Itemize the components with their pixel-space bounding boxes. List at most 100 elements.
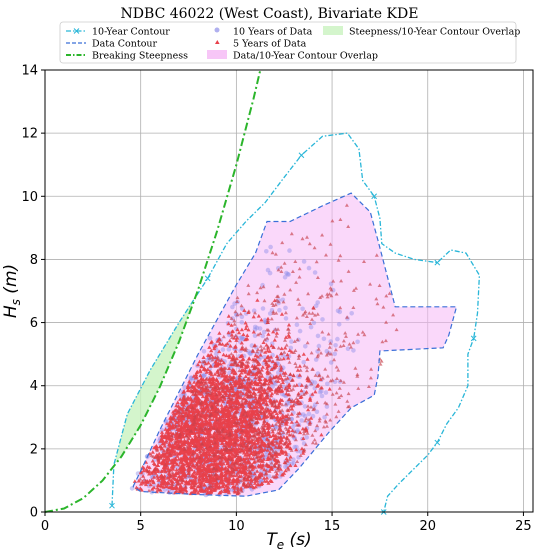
data-point-5yr (147, 471, 152, 476)
data-point-5yr (228, 405, 233, 409)
data-point-5yr (238, 354, 243, 359)
data-point-5yr (210, 358, 215, 362)
data-point-5yr (209, 348, 214, 353)
data-point-5yr (187, 381, 193, 385)
data-point-10yr (239, 314, 245, 320)
data-point-5yr (280, 413, 285, 417)
data-point-5yr (194, 471, 199, 476)
data-point-10yr (319, 389, 324, 394)
data-point-10yr (337, 309, 343, 315)
data-point-10yr (322, 415, 327, 420)
data-point-5yr (255, 455, 259, 460)
data-point-5yr (293, 259, 298, 263)
data-point-5yr (269, 367, 274, 371)
data-point-5yr (231, 354, 236, 358)
data-point-5yr (197, 451, 202, 455)
data-point-5yr (215, 355, 220, 359)
data-point-5yr (299, 394, 304, 399)
data-point-5yr (280, 408, 285, 412)
data-point-5yr (199, 462, 204, 466)
data-point-5yr (181, 410, 187, 414)
data-point-5yr (234, 410, 239, 415)
data-point-5yr (216, 422, 221, 427)
data-point-5yr (180, 473, 185, 478)
data-point-5yr (208, 389, 213, 393)
data-point-5yr (257, 389, 262, 393)
data-point-5yr (188, 395, 193, 400)
data-point-5yr (297, 302, 302, 306)
data-point-5yr (338, 305, 343, 310)
data-point-10yr (283, 316, 289, 321)
data-point-5yr (233, 309, 238, 314)
data-point-5yr (182, 447, 187, 451)
data-point-5yr (170, 486, 175, 491)
data-point-5yr (262, 377, 267, 381)
data-point-10yr (345, 346, 351, 352)
legend-box (59, 21, 517, 64)
data-point-10yr (201, 349, 207, 354)
data-point-5yr (205, 376, 209, 380)
data-point-10yr (266, 474, 272, 479)
data-point-10yr (306, 411, 312, 417)
data-point-10yr (295, 428, 300, 433)
data-point-5yr (179, 424, 184, 429)
data-point-5yr (256, 426, 261, 431)
data-point-5yr (375, 301, 380, 306)
data-point-5yr (285, 352, 290, 357)
data-point-5yr (171, 411, 176, 416)
data-point-5yr (203, 473, 209, 477)
legend-label: 5 Years of Data (233, 39, 307, 50)
data-point-5yr (256, 459, 261, 463)
data-point-5yr (184, 431, 190, 436)
data-point-5yr (201, 439, 206, 444)
data-point-5yr (334, 365, 339, 369)
data-point-5yr (261, 457, 266, 461)
data-point-5yr (200, 428, 205, 432)
data-point-5yr (277, 443, 282, 447)
y-tick-label: 4 (30, 379, 38, 394)
data-point-5yr (241, 457, 246, 461)
data-point-5yr (237, 385, 242, 389)
data-point-5yr (215, 433, 220, 438)
data-point-5yr (248, 413, 253, 417)
data-point-5yr (286, 397, 291, 402)
data-point-5yr (260, 365, 265, 369)
data-point-5yr (184, 444, 189, 449)
data-point-5yr (307, 422, 312, 426)
data-point-5yr (239, 303, 244, 308)
x-tick-label: 25 (515, 519, 532, 534)
data-point-5yr (265, 336, 270, 340)
data-point-10yr (276, 266, 281, 271)
data-point-5yr (257, 464, 263, 468)
data-point-5yr (287, 407, 292, 411)
data-point-5yr (203, 412, 208, 417)
data-point-5yr (255, 354, 260, 359)
data-point-10yr (262, 437, 267, 442)
data-point-5yr (278, 424, 282, 429)
data-point-5yr (315, 423, 320, 428)
data-point-5yr (183, 473, 188, 477)
data-point-5yr (252, 440, 257, 444)
data-point-5yr (249, 477, 254, 481)
data-point-5yr (252, 477, 257, 482)
data-point-5yr (301, 313, 305, 317)
data-point-5yr (233, 399, 238, 403)
data-point-5yr (254, 475, 259, 479)
data-point-5yr (195, 396, 200, 401)
data-point-5yr (211, 377, 217, 381)
data-point-5yr (209, 364, 213, 368)
data-point-5yr (252, 432, 257, 437)
data-point-5yr (203, 467, 208, 472)
data-point-5yr (223, 393, 229, 397)
data-point-5yr (239, 443, 243, 447)
data-point-5yr (207, 414, 212, 419)
data-point-5yr (303, 391, 308, 395)
data-point-5yr (347, 404, 352, 408)
data-point-5yr (174, 403, 179, 408)
data-point-5yr (212, 445, 217, 450)
data-point-5yr (147, 488, 151, 493)
data-point-5yr (163, 427, 168, 431)
data-point-5yr (271, 449, 276, 453)
ten-year-contour-line (111, 132, 481, 513)
chart-title: NDBC 46022 (West Coast), Bivariate KDE (120, 6, 419, 22)
